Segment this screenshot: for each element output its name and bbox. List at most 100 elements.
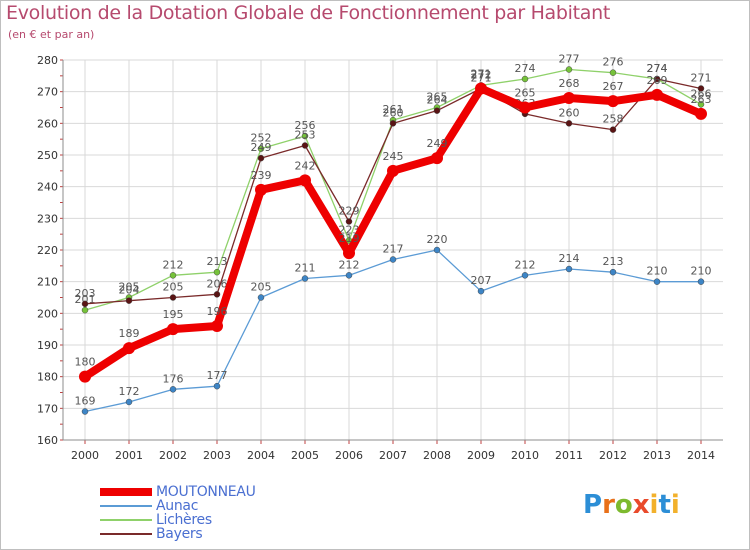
y-tick-label: 240 xyxy=(37,181,58,194)
data-point-lich-res xyxy=(81,306,89,314)
data-label-lich-res: 223 xyxy=(339,224,360,237)
y-tick-label: 190 xyxy=(37,339,58,352)
data-label-lich-res: 212 xyxy=(163,258,184,271)
data-label-bayers: 206 xyxy=(207,277,228,290)
data-point-bayers xyxy=(81,300,89,308)
data-point-moutonneau xyxy=(343,247,355,260)
data-label-lich-res: 276 xyxy=(603,56,624,69)
data-point-moutonneau xyxy=(607,95,619,108)
data-point-bayers xyxy=(697,85,705,92)
data-point-bayers xyxy=(257,154,265,162)
data-point-bayers xyxy=(609,126,617,133)
data-point-aunac xyxy=(257,294,265,301)
chart-title: Evolution de la Dotation Globale de Fonc… xyxy=(6,2,611,24)
data-label-moutonneau: 196 xyxy=(207,305,228,318)
data-label-bayers: 274 xyxy=(647,62,668,75)
data-label-aunac: 210 xyxy=(647,265,668,278)
data-point-aunac xyxy=(477,287,485,295)
data-label-lich-res: 252 xyxy=(251,132,272,145)
y-tick-label: 280 xyxy=(37,54,58,67)
x-tick-label: 2014 xyxy=(687,449,715,462)
data-point-moutonneau xyxy=(167,323,179,336)
data-label-aunac: 212 xyxy=(339,258,360,271)
x-tick-label: 2008 xyxy=(423,449,451,462)
data-label-moutonneau: 267 xyxy=(603,80,624,93)
data-label-aunac: 205 xyxy=(251,281,272,294)
data-label-lich-res: 274 xyxy=(515,62,536,75)
data-point-moutonneau xyxy=(475,82,487,95)
data-point-aunac xyxy=(609,268,617,276)
data-point-moutonneau xyxy=(651,88,663,101)
y-tick-label: 210 xyxy=(37,276,58,289)
data-label-moutonneau: 249 xyxy=(427,137,448,150)
x-tick-label: 2000 xyxy=(71,449,99,462)
data-label-aunac: 172 xyxy=(119,385,140,398)
data-label-moutonneau: 180 xyxy=(75,356,96,369)
data-label-aunac: 169 xyxy=(75,395,96,408)
data-label-moutonneau: 271 xyxy=(471,68,492,81)
data-label-lich-res: 266 xyxy=(691,87,712,100)
data-label-moutonneau: 268 xyxy=(559,77,580,90)
y-tick-label: 170 xyxy=(37,402,58,415)
x-tick-label: 2006 xyxy=(335,449,363,462)
data-point-bayers xyxy=(213,291,221,298)
data-label-lich-res: 274 xyxy=(647,62,668,75)
data-point-aunac xyxy=(125,398,133,406)
data-point-bayers xyxy=(125,297,133,304)
legend-item-bayers: Bayers xyxy=(100,527,256,541)
data-label-aunac: 220 xyxy=(427,233,448,246)
data-point-lich-res xyxy=(301,132,309,140)
legend-swatch-aunac xyxy=(100,505,152,507)
data-label-bayers: 264 xyxy=(427,94,448,107)
x-tick-label: 2002 xyxy=(159,449,187,462)
data-label-bayers: 204 xyxy=(119,284,140,297)
data-label-lich-res: 261 xyxy=(383,103,404,116)
data-point-bayers xyxy=(433,107,441,114)
data-label-moutonneau: 239 xyxy=(251,169,272,182)
data-label-moutonneau: 242 xyxy=(295,159,316,172)
data-point-moutonneau xyxy=(211,320,223,332)
data-label-aunac: 213 xyxy=(603,255,624,268)
data-point-moutonneau xyxy=(299,174,311,187)
data-point-bayers xyxy=(565,120,573,127)
x-tick-label: 2007 xyxy=(379,449,407,462)
data-label-moutonneau: 219 xyxy=(339,232,360,245)
data-point-aunac xyxy=(433,246,441,254)
data-point-lich-res xyxy=(169,272,177,279)
data-label-aunac: 212 xyxy=(515,258,536,271)
data-label-moutonneau: 189 xyxy=(119,327,140,340)
data-point-moutonneau xyxy=(123,342,135,355)
data-label-lich-res: 205 xyxy=(119,281,140,294)
data-label-bayers: 260 xyxy=(559,106,580,119)
data-label-bayers: 260 xyxy=(383,106,404,119)
data-point-moutonneau xyxy=(563,92,575,104)
data-point-lich-res xyxy=(697,101,705,108)
chart-legend: MOUTONNEAU Aunac Lichères Bayers xyxy=(100,485,256,541)
data-label-aunac: 217 xyxy=(383,243,404,256)
data-label-bayers: 249 xyxy=(251,141,272,154)
legend-swatch-bayers xyxy=(100,533,152,535)
data-point-moutonneau xyxy=(519,101,531,114)
x-tick-label: 2013 xyxy=(643,449,671,462)
legend-item-aunac: Aunac xyxy=(100,499,256,513)
legend-item-moutonneau: MOUTONNEAU xyxy=(100,485,256,499)
data-point-aunac xyxy=(169,386,177,393)
y-tick-label: 260 xyxy=(37,117,58,130)
data-point-bayers xyxy=(301,142,309,149)
data-label-moutonneau: 245 xyxy=(383,150,404,163)
data-point-lich-res xyxy=(565,66,573,73)
data-point-lich-res xyxy=(213,268,221,276)
data-point-moutonneau xyxy=(431,152,443,165)
data-label-aunac: 177 xyxy=(207,369,228,382)
data-label-bayers: 271 xyxy=(471,72,492,85)
data-point-bayers xyxy=(169,294,177,301)
legend-label-moutonneau: MOUTONNEAU xyxy=(156,484,256,500)
data-label-lich-res: 256 xyxy=(295,119,316,132)
data-point-moutonneau xyxy=(255,183,267,196)
data-label-aunac: 211 xyxy=(295,262,316,275)
data-point-moutonneau xyxy=(695,107,707,120)
data-label-moutonneau: 269 xyxy=(647,74,668,87)
y-tick-label: 230 xyxy=(37,212,58,225)
y-tick-label: 200 xyxy=(37,307,58,320)
